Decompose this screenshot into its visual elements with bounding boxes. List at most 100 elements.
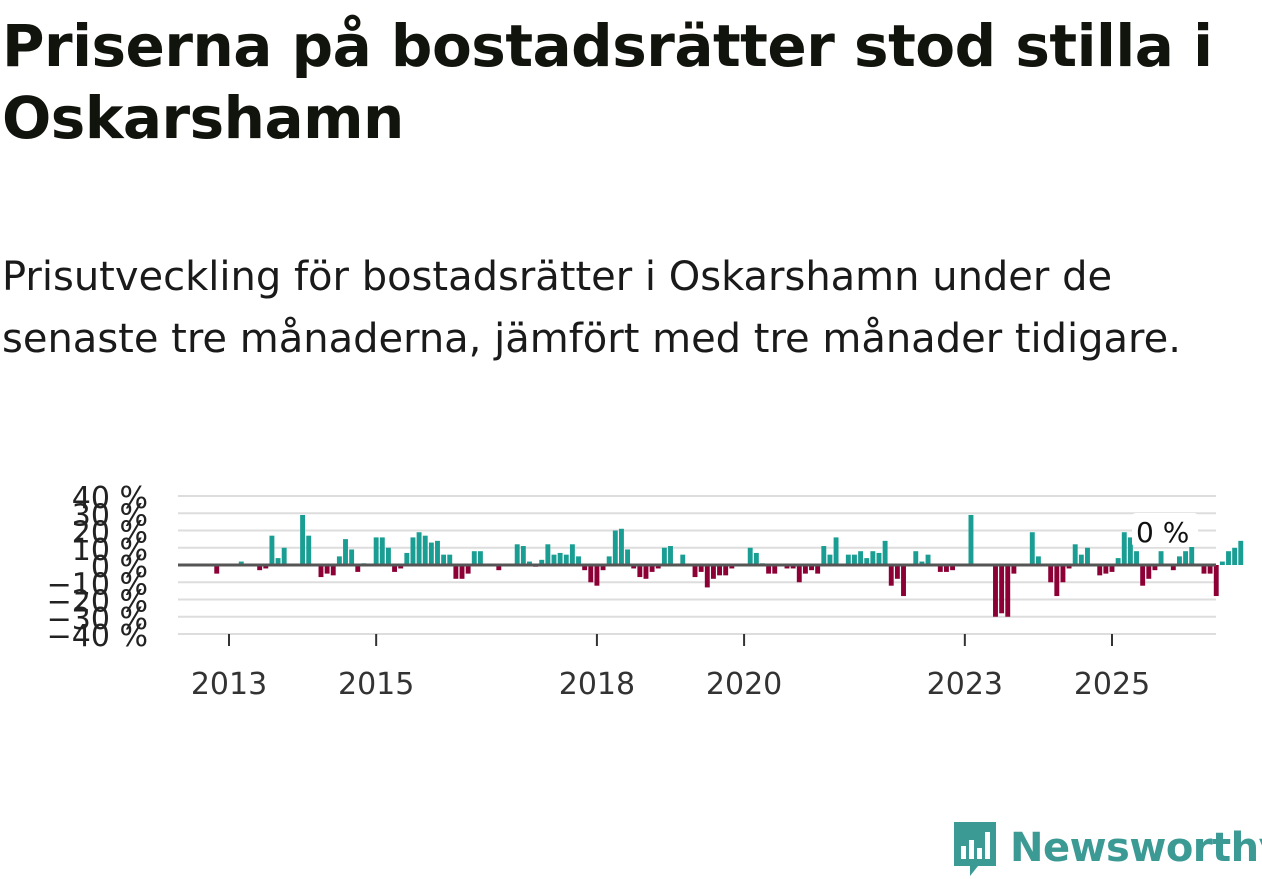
bar: [496, 565, 502, 571]
bar: [612, 530, 618, 565]
bar: [1238, 540, 1244, 565]
bar: [1170, 565, 1176, 571]
newsworthy-logo-icon: [954, 822, 996, 876]
bar: [668, 546, 673, 565]
bar: [545, 544, 551, 565]
bar: [717, 565, 723, 576]
x-tick-label: 2015: [338, 667, 414, 702]
bar: [238, 561, 244, 565]
bar: [704, 565, 710, 588]
bar: [1029, 532, 1035, 565]
bar-chart: 40 %30 %20 %10 %0 %−10 %−20 %−30 %−40 % …: [47, 481, 1244, 702]
bar: [1005, 565, 1011, 617]
y-tick-label: −10 %: [47, 567, 148, 602]
page-title: Priserna på bostadsrätter stod stilla i …: [2, 12, 1213, 152]
y-axis: 40 %30 %20 %10 %0 %−10 %−20 %−30 %−40 %: [47, 481, 148, 654]
x-tick-label: 2013: [191, 667, 267, 702]
bar: [557, 552, 563, 565]
bar: [385, 547, 391, 565]
bar: [821, 546, 827, 565]
bar: [1152, 565, 1158, 571]
bar: [1054, 565, 1060, 597]
bar: [1121, 532, 1127, 565]
bar: [870, 551, 876, 565]
bar: [637, 565, 643, 578]
bar: [569, 544, 575, 565]
bar: [1097, 565, 1103, 576]
bar: [563, 554, 569, 565]
bar: [1146, 565, 1152, 579]
bar: [643, 565, 649, 579]
y-tick-label: −20 %: [47, 585, 148, 620]
bar: [1201, 565, 1207, 574]
bar: [772, 565, 778, 574]
bar: [1232, 547, 1238, 565]
bar: [925, 554, 931, 565]
bar: [404, 552, 410, 565]
bar: [1183, 551, 1189, 565]
bar: [698, 565, 704, 572]
bar: [631, 565, 637, 569]
bar: [833, 537, 839, 565]
bar: [1085, 547, 1090, 565]
bar: [901, 565, 906, 597]
bar: [582, 565, 588, 571]
bar: [300, 514, 306, 565]
bar: [876, 552, 882, 565]
x-tick-label: 2023: [927, 667, 1003, 702]
bar: [1127, 537, 1133, 565]
bar: [1078, 554, 1084, 565]
bar: [852, 554, 857, 565]
bar: [827, 554, 833, 565]
bar: [392, 565, 398, 572]
bar: [422, 535, 428, 565]
bar: [888, 565, 894, 586]
bar: [447, 554, 453, 565]
y-tick-label: 30 %: [72, 498, 148, 533]
grid-lines: [178, 495, 1216, 635]
bar: [379, 537, 385, 565]
bar: [680, 554, 686, 565]
bar: [263, 565, 269, 569]
bar: [1048, 565, 1054, 583]
bar: [606, 556, 612, 565]
bar: [710, 565, 716, 579]
bar: [729, 565, 735, 569]
bar: [1103, 565, 1109, 574]
bar: [919, 561, 925, 565]
bar: [1066, 565, 1072, 569]
bar: [649, 565, 655, 572]
bar: [950, 565, 956, 571]
bar: [257, 565, 263, 571]
y-tick-label: 0 %: [91, 550, 148, 585]
bar: [373, 537, 379, 565]
bar: [336, 556, 342, 565]
bar: [318, 565, 324, 578]
x-tick-label: 2025: [1074, 667, 1150, 702]
bar: [784, 565, 790, 569]
x-tick-label: 2020: [706, 667, 782, 702]
y-tick-label: 10 %: [72, 533, 148, 568]
bar: [1219, 561, 1225, 565]
bar: [864, 558, 870, 565]
bar: [324, 565, 330, 574]
annotation-bg: [1132, 513, 1198, 547]
bar: [943, 565, 949, 572]
bar: [410, 537, 416, 565]
bar: [796, 565, 802, 583]
brand-name: Newsworthy: [1010, 825, 1262, 871]
bar: [355, 565, 361, 572]
bar: [330, 565, 336, 576]
bar: [275, 558, 281, 565]
bar: [1158, 551, 1164, 565]
bar: [858, 551, 864, 565]
bar: [913, 551, 919, 565]
bar: [937, 565, 943, 572]
y-tick-label: −30 %: [47, 602, 148, 637]
bar: [692, 565, 698, 578]
bar: [1072, 544, 1078, 565]
bar: [1109, 565, 1115, 572]
bar: [1011, 565, 1017, 574]
bar: [214, 565, 220, 574]
bar: [655, 565, 661, 569]
